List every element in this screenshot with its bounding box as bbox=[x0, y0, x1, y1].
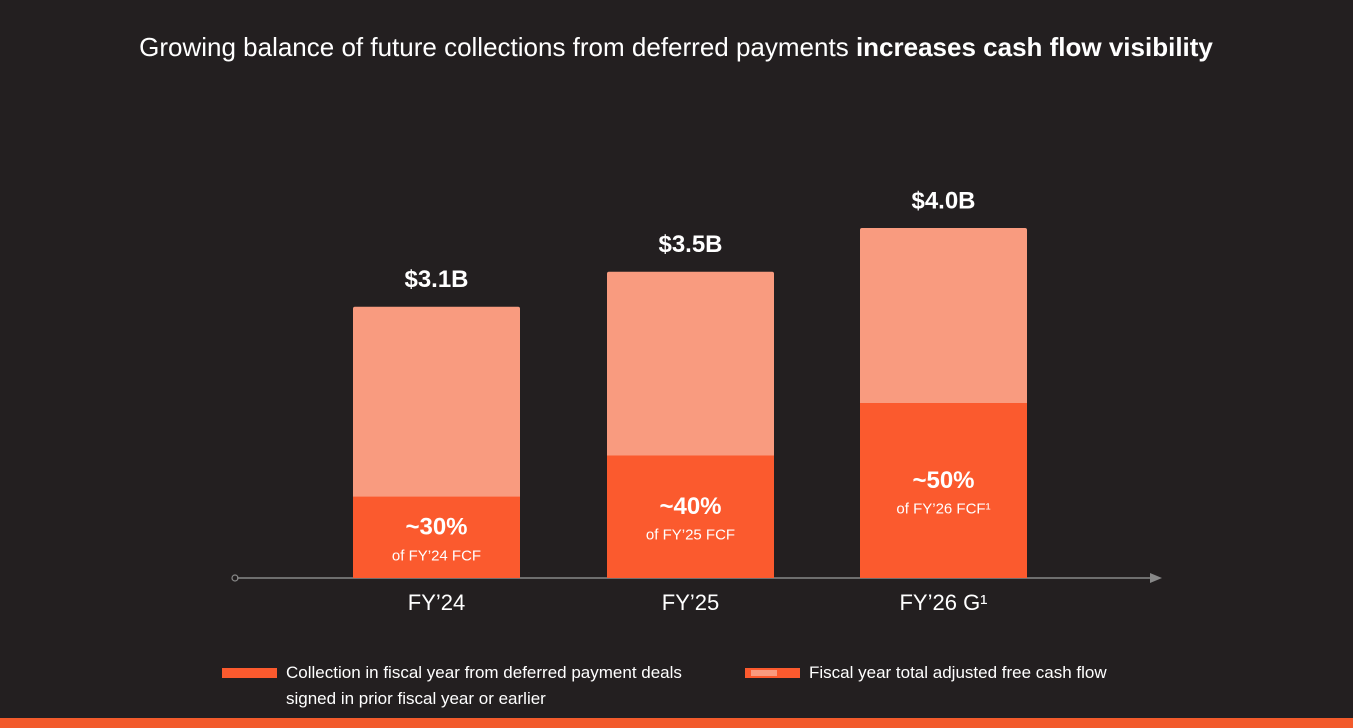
value-label: $3.1B bbox=[404, 266, 468, 293]
axis-start bbox=[231, 574, 239, 582]
share-sublabel: of FY’25 FCF bbox=[646, 527, 735, 544]
footer-strip bbox=[0, 718, 1353, 728]
legend-item: Fiscal year total adjusted free cash flo… bbox=[745, 660, 1107, 686]
share-sublabel: of FY’26 FCF¹ bbox=[896, 500, 990, 517]
x-tick-label: FY’25 bbox=[662, 590, 719, 615]
bar-deferred bbox=[860, 403, 1027, 578]
bar-deferred bbox=[607, 455, 774, 578]
legend-label: Collection in fiscal year from deferred … bbox=[286, 663, 682, 708]
legend-label: Fiscal year total adjusted free cash flo… bbox=[809, 663, 1107, 682]
legend-item: Collection in fiscal year from deferred … bbox=[222, 660, 722, 712]
bar-deferred bbox=[353, 496, 520, 578]
title-emphasis: increases cash flow visibility bbox=[855, 32, 1213, 62]
value-label: $3.5B bbox=[658, 231, 722, 258]
legend-swatch bbox=[745, 668, 800, 678]
x-tick-label: FY’24 bbox=[408, 590, 465, 615]
value-label: $4.0B bbox=[911, 187, 975, 214]
chart-title: Growing balance of future collections fr… bbox=[76, 30, 1276, 65]
share-label: ~30% bbox=[405, 514, 467, 541]
legend-swatch bbox=[222, 668, 277, 678]
x-tick-label: FY’26 G¹ bbox=[899, 590, 987, 615]
axis-arrow bbox=[1150, 573, 1162, 583]
title-text: Growing balance of future collections fr… bbox=[139, 32, 849, 62]
share-label: ~50% bbox=[912, 467, 974, 494]
share-sublabel: of FY’24 FCF bbox=[392, 547, 481, 564]
share-label: ~40% bbox=[659, 493, 721, 520]
